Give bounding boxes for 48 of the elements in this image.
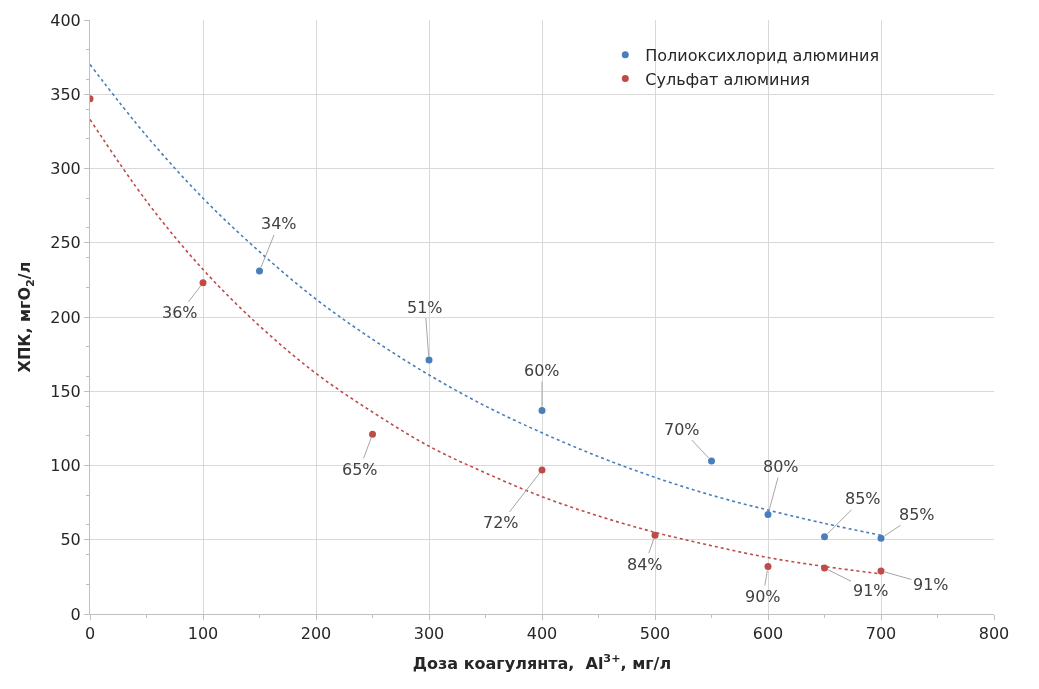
point [651, 531, 659, 539]
point [877, 534, 885, 542]
point [256, 267, 263, 275]
x-axis-title: Доза коагулянта, Al$^{3+}$, мг/л [412, 652, 672, 673]
point [877, 567, 885, 575]
x-tick-label: 200 [300, 624, 332, 644]
x-tick-label: 0 [84, 624, 96, 644]
legend-label: Сульфат алюминия [645, 69, 810, 89]
annotation: 91% [853, 581, 889, 600]
x-tick-label: 500 [639, 624, 671, 644]
annotation: 85% [899, 505, 935, 524]
y-tick-label: 150 [50, 381, 81, 401]
point [538, 466, 546, 474]
annotation: 70% [664, 420, 700, 439]
y-tick-label: 350 [50, 84, 81, 104]
x-tick-label: 700 [865, 624, 897, 644]
annotation: 91% [913, 575, 949, 594]
point [538, 407, 546, 415]
annotation: 72% [483, 513, 519, 532]
annotation: 51% [407, 298, 443, 317]
annotation: 36% [162, 303, 198, 322]
annotation: 80% [763, 457, 799, 476]
annotation: 34% [261, 214, 297, 233]
point [369, 430, 376, 438]
point [764, 562, 772, 570]
point [708, 457, 715, 465]
y-tick-label: 200 [50, 307, 81, 327]
x-tick-label: 600 [752, 624, 784, 644]
point [199, 279, 207, 287]
y-tick-label: 0 [70, 604, 81, 624]
y-tick-label: 250 [50, 233, 81, 253]
x-tick-label: 100 [187, 624, 219, 644]
annotation: 85% [845, 489, 881, 508]
annotation: 65% [342, 460, 378, 479]
legend-label: Полиоксихлорид алюминия [645, 45, 880, 65]
y-tick-label: 300 [50, 159, 81, 179]
point [821, 533, 828, 541]
x-tick-label: 800 [978, 624, 1010, 644]
point [425, 356, 433, 364]
y-tick-label: 50 [60, 530, 81, 550]
x-tick-label: 400 [526, 624, 558, 644]
annotation: 90% [745, 587, 781, 606]
x-tick-label: 300 [413, 624, 445, 644]
y-tick-label: 400 [50, 10, 81, 30]
y-tick-label: 100 [50, 456, 81, 476]
annotation: 60% [524, 361, 560, 380]
point [764, 511, 772, 519]
annotation: 84% [627, 555, 663, 574]
